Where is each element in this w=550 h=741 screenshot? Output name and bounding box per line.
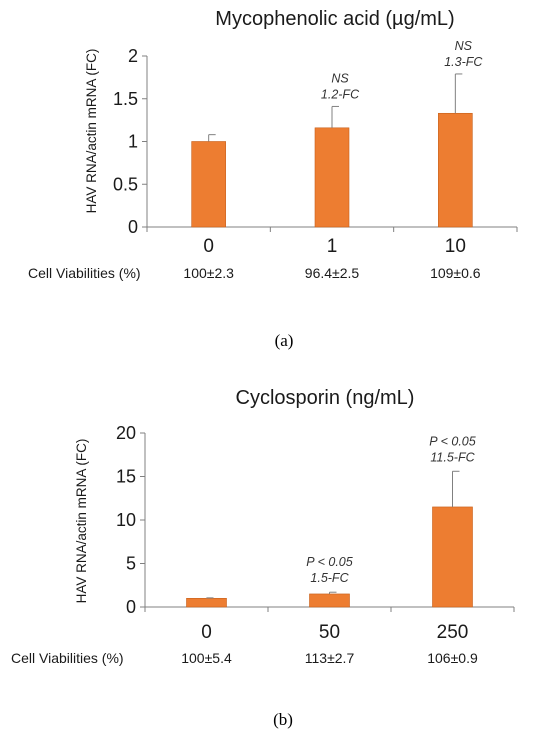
- chart-a-annotation-line2: 1.3-FC: [444, 55, 483, 69]
- chart-b-y-tick-label: 0: [126, 597, 136, 617]
- chart-a-x-tick-label: 0: [203, 236, 214, 257]
- chart-a-title: Mycophenolic acid (µg/mL): [215, 8, 454, 30]
- chart-b-viability-value: 106±0.9: [427, 650, 478, 666]
- chart-a-panel-label: (a): [275, 331, 294, 350]
- chart-b-plot: 0 5 10 15 20 0 100±5.4 50 113±2.7 P < 0.05 1.5-FC 2…: [116, 423, 515, 666]
- chart-a-plot: 0 0.5 1 1.5 2 0 100±2.3 1 96.4±2.5 NS 1.2-FC 10 109±…: [113, 39, 518, 281]
- chart-a-viability-value: 109±0.6: [430, 265, 481, 281]
- chart-b-y-tick-label: 5: [126, 554, 136, 574]
- chart-b-annotation-line2: 1.5-FC: [310, 571, 349, 585]
- chart-a-viability-value: 100±2.3: [183, 265, 234, 281]
- chart-b-viability-value: 100±5.4: [181, 650, 232, 666]
- chart-a-y-tick-label: 1.5: [113, 89, 138, 109]
- chart-a-y-tick-label: 0: [128, 217, 138, 237]
- chart-a-viability-value: 96.4±2.5: [305, 265, 360, 281]
- chart-b-y-tick-label: 20: [116, 423, 136, 443]
- chart-a-y-tick-label: 0.5: [113, 174, 138, 194]
- chart-b-x-tick-label: 50: [319, 622, 340, 643]
- chart-b-bar: [186, 597, 227, 608]
- chart-a-y-tick-label: 1: [128, 132, 138, 152]
- chart-a-ylabel: HAV RNA/actin mRNA (FC): [84, 49, 99, 214]
- chart-b: Cyclosporin (ng/mL) HAV RNA/actin mRNA (…: [11, 387, 515, 729]
- chart-b-annotation-line1: P < 0.05: [429, 434, 475, 448]
- chart-a-bar: [438, 112, 473, 228]
- chart-b-bar: [432, 506, 473, 608]
- chart-b-y-tick-label: 10: [116, 510, 136, 530]
- chart-b-title: Cyclosporin (ng/mL): [236, 387, 415, 409]
- chart-a-bar: [314, 127, 350, 228]
- chart-b-bar: [309, 593, 350, 608]
- chart-b-y-tick-label: 15: [116, 467, 136, 487]
- chart-a-x-tick-label: 1: [327, 236, 338, 257]
- chart-a-annotation-line1: NS: [331, 71, 349, 85]
- chart-b-annotation-line1: P < 0.05: [306, 555, 352, 569]
- chart-b-x-tick-label: 250: [437, 622, 469, 643]
- chart-a-annotation-line1: NS: [455, 39, 473, 53]
- chart-b-x-tick-label: 0: [201, 622, 212, 643]
- chart-a-y-tick-label: 2: [128, 46, 138, 66]
- chart-a-viability-label: Cell Viabilities (%): [28, 265, 141, 281]
- chart-a-x-tick-label: 10: [445, 236, 466, 257]
- chart-b-viability-value: 113±2.7: [305, 650, 355, 666]
- chart-a: Mycophenolic acid (µg/mL) HAV RNA/actin …: [28, 8, 518, 350]
- chart-a-bar: [191, 141, 226, 228]
- chart-a-annotation-line2: 1.2-FC: [321, 87, 360, 101]
- chart-b-panel-label: (b): [273, 710, 293, 729]
- chart-b-annotation-line2: 11.5-FC: [430, 450, 475, 464]
- chart-b-ylabel: HAV RNA/actin mRNA (FC): [74, 439, 89, 604]
- chart-b-viability-label: Cell Viabilities (%): [11, 650, 124, 666]
